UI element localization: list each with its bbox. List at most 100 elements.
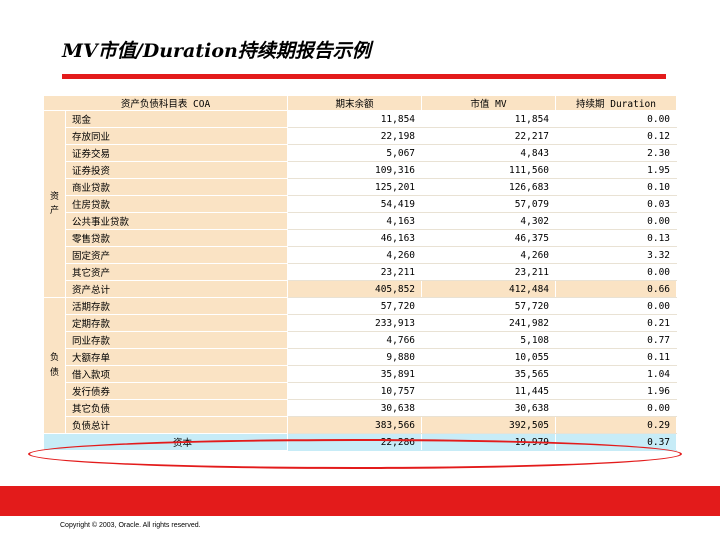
market-value-cell: 30,638 [421, 399, 557, 417]
table-row: 住房贷款 54,419 57,079 0.03 [44, 195, 678, 213]
row-label: 其它负债 [64, 399, 289, 417]
duration-cell: 1.04 [555, 365, 678, 383]
table-row: 公共事业贷款 4,163 4,302 0.00 [44, 212, 678, 230]
row-label: 商业贷款 [64, 178, 289, 196]
ending-balance-cell: 125,201 [287, 178, 423, 196]
table-row: 固定资产 4,260 4,260 3.32 [44, 246, 678, 264]
table-row: 借入款项 35,891 35,565 1.04 [44, 365, 678, 383]
duration-cell: 0.13 [555, 229, 678, 247]
market-value-cell: 11,445 [421, 382, 557, 400]
market-value-cell: 57,079 [421, 195, 557, 213]
table-row: 零售贷款 46,163 46,375 0.13 [44, 229, 678, 247]
header-market-value: 市值 MV [421, 95, 557, 111]
row-label: 发行债券 [64, 382, 289, 400]
duration-cell: 0.12 [555, 127, 678, 145]
duration-cell: 1.96 [555, 382, 678, 400]
duration-cell: 0.00 [555, 212, 678, 230]
ending-balance-cell: 4,163 [287, 212, 423, 230]
header-ending-balance: 期末余额 [287, 95, 423, 111]
ending-balance-cell: 22,198 [287, 127, 423, 145]
row-label: 零售贷款 [64, 229, 289, 247]
capital-ending-balance: 22,286 [287, 433, 423, 451]
market-value-cell: 10,055 [421, 348, 557, 366]
table-row: 大额存单 9,880 10,055 0.11 [44, 348, 678, 366]
liabilities-total-row: 负债总计 383,566 392,505 0.29 [44, 416, 678, 434]
market-value-cell: 241,982 [421, 314, 557, 332]
duration-cell: 0.00 [555, 399, 678, 417]
capital-duration: 0.37 [555, 433, 678, 451]
ending-balance-cell: 10,757 [287, 382, 423, 400]
total-market-value: 412,484 [421, 280, 557, 298]
total-duration: 0.29 [555, 416, 678, 434]
row-label: 证券交易 [64, 144, 289, 162]
table-row: 资 产现金 11,854 11,854 0.00 [43, 110, 678, 298]
ending-balance-cell: 5,067 [287, 144, 423, 162]
duration-cell: 0.10 [555, 178, 678, 196]
ending-balance-cell: 30,638 [287, 399, 423, 417]
market-value-cell: 126,683 [421, 178, 557, 196]
total-ending-balance: 405,852 [287, 280, 423, 298]
title-divider [62, 74, 666, 79]
ending-balance-cell: 46,163 [287, 229, 423, 247]
row-label: 定期存款 [64, 314, 289, 332]
header-coa: 资产负债科目表 COA [42, 95, 289, 111]
ending-balance-cell: 9,880 [287, 348, 423, 366]
row-label: 公共事业贷款 [64, 212, 289, 230]
liabilities-section-label: 负 债 [43, 297, 66, 434]
row-label: 借入款项 [64, 365, 289, 383]
table-row: 同业存款 4,766 5,108 0.77 [44, 331, 678, 349]
ending-balance-cell: 109,316 [287, 161, 423, 179]
row-label: 大额存单 [64, 348, 289, 366]
market-value-cell: 5,108 [421, 331, 557, 349]
row-label: 活期存款 [64, 297, 289, 315]
table-row: 存放同业 22,198 22,217 0.12 [44, 127, 678, 145]
duration-cell: 0.00 [555, 297, 678, 315]
total-label: 负债总计 [64, 416, 289, 434]
market-value-cell: 23,211 [421, 263, 557, 281]
market-value-cell: 57,720 [421, 297, 557, 315]
duration-cell: 1.95 [555, 161, 678, 179]
capital-row: 资本 22,286 19,979 0.37 [42, 433, 678, 451]
duration-cell: 0.11 [555, 348, 678, 366]
table-row: 发行债券 10,757 11,445 1.96 [44, 382, 678, 400]
market-value-cell: 46,375 [421, 229, 557, 247]
table-row: 证券交易 5,067 4,843 2.30 [44, 144, 678, 162]
footer-red-band [0, 486, 720, 516]
market-value-cell: 4,302 [421, 212, 557, 230]
row-label: 住房贷款 [64, 195, 289, 213]
duration-cell: 0.21 [555, 314, 678, 332]
ending-balance-cell: 35,891 [287, 365, 423, 383]
ending-balance-cell: 57,720 [287, 297, 423, 315]
capital-market-value: 19,979 [421, 433, 557, 451]
ending-balance-cell: 11,854 [287, 110, 423, 128]
ending-balance-cell: 233,913 [287, 314, 423, 332]
duration-report-table: 资产负债科目表 COA 期末余额 市值 MV 持续期 Duration 资 产现… [42, 95, 678, 451]
ending-balance-cell: 4,260 [287, 246, 423, 264]
total-duration: 0.66 [555, 280, 678, 298]
ending-balance-cell: 23,211 [287, 263, 423, 281]
market-value-cell: 22,217 [421, 127, 557, 145]
total-label: 资产总计 [64, 280, 289, 298]
row-label: 现金 [64, 110, 289, 128]
duration-cell: 2.30 [555, 144, 678, 162]
table-row: 其它负债 30,638 30,638 0.00 [44, 399, 678, 417]
table-row: 商业贷款 125,201 126,683 0.10 [44, 178, 678, 196]
duration-cell: 0.00 [555, 110, 678, 128]
row-label: 存放同业 [64, 127, 289, 145]
total-market-value: 392,505 [421, 416, 557, 434]
total-ending-balance: 383,566 [287, 416, 423, 434]
table-row: 定期存款 233,913 241,982 0.21 [44, 314, 678, 332]
ending-balance-cell: 54,419 [287, 195, 423, 213]
duration-cell: 0.00 [555, 263, 678, 281]
table-row: 证券投资 109,316 111,560 1.95 [44, 161, 678, 179]
copyright-text: Copyright © 2003, Oracle. All rights res… [60, 522, 201, 529]
table-row: 负 债活期存款 57,720 57,720 0.00 [43, 297, 678, 434]
market-value-cell: 4,260 [421, 246, 557, 264]
table-header-row: 资产负债科目表 COA 期末余额 市值 MV 持续期 Duration [42, 95, 678, 111]
capital-label: 资本 [42, 433, 289, 451]
duration-cell: 0.77 [555, 331, 678, 349]
header-duration: 持续期 Duration [555, 95, 678, 111]
row-label: 证券投资 [64, 161, 289, 179]
assets-section-label: 资 产 [43, 110, 66, 298]
duration-cell: 3.32 [555, 246, 678, 264]
